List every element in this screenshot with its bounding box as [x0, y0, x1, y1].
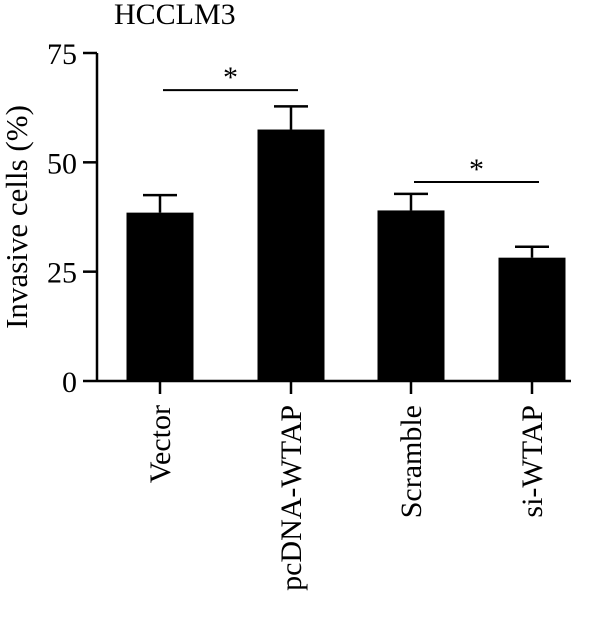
bar-si-wtap [498, 257, 566, 381]
y-axis-label: Invasive cells (%) [0, 105, 34, 329]
y-tick-label: 75 [47, 38, 77, 71]
y-tick-label: 0 [62, 366, 77, 399]
chart-title: HCCLM3 [114, 0, 236, 31]
y-tick-label: 50 [47, 147, 77, 180]
bar-scramble [377, 210, 445, 381]
x-tick-label-scramble: Scramble [395, 405, 428, 518]
x-tick-label-pcdna-wtap: pcDNA-WTAP [275, 405, 308, 591]
x-tick-label-si-wtap: si-WTAP [516, 405, 549, 518]
bar-pcdna-wtap [257, 129, 325, 381]
significance-marker: * [223, 61, 238, 94]
significance-marker: * [469, 153, 484, 186]
y-tick-label: 25 [47, 257, 77, 290]
bar-vector [126, 212, 194, 381]
x-tick-label-vector: Vector [144, 405, 177, 483]
